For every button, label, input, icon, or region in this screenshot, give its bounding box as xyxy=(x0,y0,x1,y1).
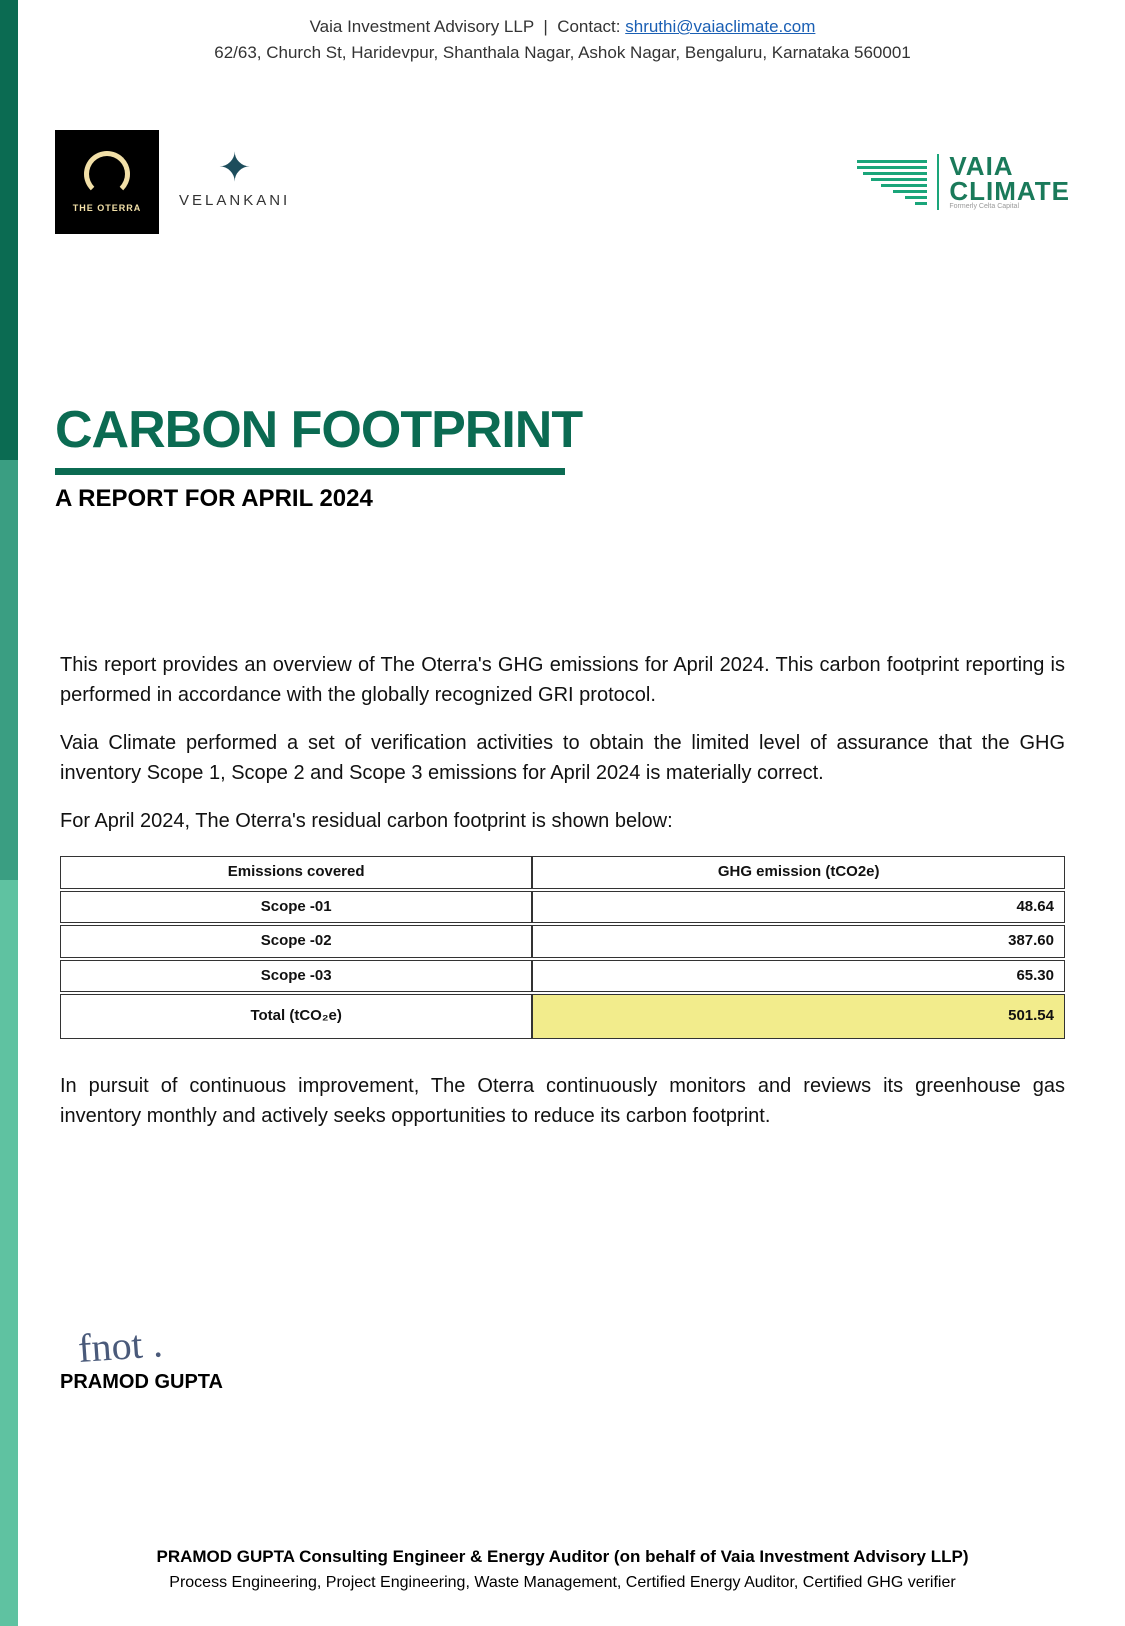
vaia-lines-icon xyxy=(857,160,927,205)
signature-block: fnot . PRAMOD GUPTA xyxy=(60,1320,223,1394)
footer-line-2: Process Engineering, Project Engineering… xyxy=(60,1570,1065,1596)
paragraph-2: Vaia Climate performed a set of verifica… xyxy=(60,728,1065,788)
table-cell-label: Scope -03 xyxy=(60,960,532,993)
table-row: Scope -03 65.30 xyxy=(60,960,1065,993)
table-header-row: Emissions covered GHG emission (tCO2e) xyxy=(60,856,1065,889)
oterra-ring-icon xyxy=(84,151,130,197)
stripe-segment-mid xyxy=(0,460,18,880)
signature-name: PRAMOD GUPTA xyxy=(60,1371,223,1394)
paragraph-1: This report provides an overview of The … xyxy=(60,650,1065,710)
paragraph-4: In pursuit of continuous improvement, Th… xyxy=(60,1071,1065,1131)
stripe-segment-light xyxy=(0,880,18,1626)
signature-scribble: fnot . xyxy=(77,1315,225,1372)
paragraph-3: For April 2024, The Oterra's residual ca… xyxy=(60,806,1065,836)
emissions-table: Emissions covered GHG emission (tCO2e) S… xyxy=(60,854,1065,1041)
vaia-divider xyxy=(937,154,939,210)
velankani-logo-text: VELANKANI xyxy=(179,192,290,209)
vaia-text-block: VAIA CLIMATE Formerly Celta Capital xyxy=(949,154,1070,210)
vaia-text-bottom: CLIMATE xyxy=(949,179,1070,204)
header-contact: Vaia Investment Advisory LLP | Contact: … xyxy=(60,14,1065,65)
left-logos: THE OTERRA ✦ VELANKANI xyxy=(55,130,290,234)
header-company: Vaia Investment Advisory LLP xyxy=(310,17,534,36)
footer: PRAMOD GUPTA Consulting Engineer & Energ… xyxy=(60,1543,1065,1596)
velankani-logo: ✦ VELANKANI xyxy=(179,156,290,209)
body-text: This report provides an overview of The … xyxy=(60,650,1065,1149)
table-cell-label: Scope -01 xyxy=(60,891,532,924)
vaia-climate-logo: VAIA CLIMATE Formerly Celta Capital xyxy=(857,154,1070,210)
title-underline xyxy=(55,468,565,475)
table-cell-label: Scope -02 xyxy=(60,925,532,958)
vaia-text-top: VAIA xyxy=(949,154,1070,179)
table-row: Scope -02 387.60 xyxy=(60,925,1065,958)
oterra-logo-text: THE OTERRA xyxy=(73,203,142,213)
header-contact-label: Contact: xyxy=(557,17,620,36)
subtitle: A REPORT FOR APRIL 2024 xyxy=(55,485,582,513)
footer-line-1: PRAMOD GUPTA Consulting Engineer & Energ… xyxy=(60,1543,1065,1570)
side-stripe xyxy=(0,0,18,1626)
table-total-label: Total (tCO₂e) xyxy=(60,994,532,1039)
logo-row: THE OTERRA ✦ VELANKANI VAIA CLIMATE Form… xyxy=(55,130,1070,234)
table-cell-value: 48.64 xyxy=(532,891,1065,924)
table-header-right: GHG emission (tCO2e) xyxy=(532,856,1065,889)
table-row: Scope -01 48.64 xyxy=(60,891,1065,924)
table-total-row: Total (tCO₂e) 501.54 xyxy=(60,994,1065,1039)
table-cell-value: 387.60 xyxy=(532,925,1065,958)
main-title: CARBON FOOTPRINT xyxy=(55,400,582,460)
stripe-segment-dark xyxy=(0,0,18,460)
header-address: 62/63, Church St, Haridevpur, Shanthala … xyxy=(214,43,911,62)
table-cell-value: 65.30 xyxy=(532,960,1065,993)
oterra-logo: THE OTERRA xyxy=(55,130,159,234)
table-total-value: 501.54 xyxy=(532,994,1065,1039)
title-block: CARBON FOOTPRINT A REPORT FOR APRIL 2024 xyxy=(55,400,582,513)
velankani-star-icon: ✦ xyxy=(218,156,252,180)
header-email-link[interactable]: shruthi@vaiaclimate.com xyxy=(625,17,815,36)
table-header-left: Emissions covered xyxy=(60,856,532,889)
